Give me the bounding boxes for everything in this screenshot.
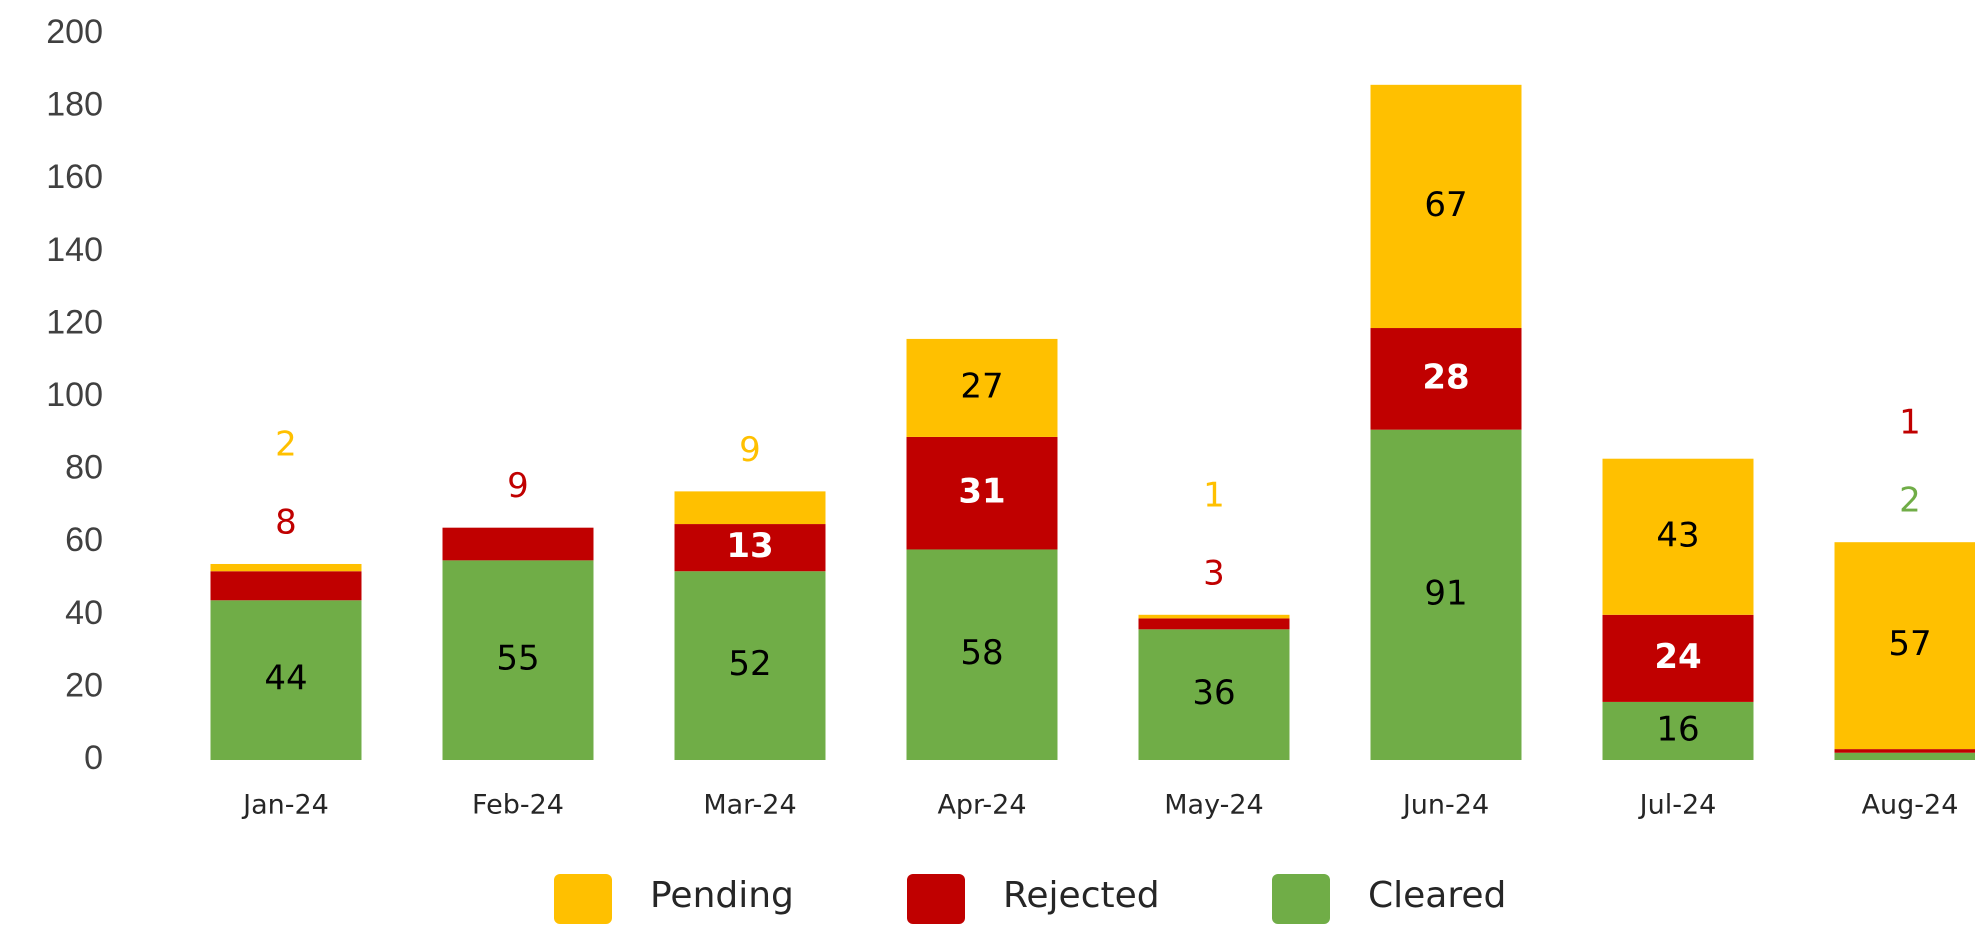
- bar-segment: [674, 524, 826, 572]
- data-label: 31: [958, 472, 1005, 512]
- bar-segment: [1138, 614, 1290, 619]
- x-tick-label: Aug-24: [1862, 790, 1959, 821]
- data-label: 91: [1424, 573, 1467, 613]
- data-label: 58: [960, 633, 1003, 673]
- y-tick-label: 160: [46, 158, 103, 196]
- x-tick-label: Apr-24: [937, 790, 1026, 821]
- data-label: 2: [275, 424, 297, 464]
- y-tick-label: 200: [46, 13, 103, 51]
- y-tick-label: 100: [46, 376, 103, 414]
- data-label: 27: [960, 366, 1003, 406]
- y-tick-label: 180: [46, 86, 103, 124]
- x-tick-label: Jun-24: [1401, 790, 1489, 821]
- y-tick-label: 0: [84, 739, 103, 777]
- y-tick-label: 60: [65, 521, 103, 559]
- data-label: 55: [496, 639, 539, 679]
- bar-segment: [906, 436, 1058, 550]
- bar-segment: [1370, 84, 1522, 329]
- data-label: 52: [728, 644, 771, 684]
- bar-segment: [1834, 542, 1975, 750]
- bar-segment: [1370, 429, 1522, 760]
- bar-segment: [1834, 749, 1975, 753]
- y-tick-label: 120: [46, 303, 103, 341]
- legend-label: Rejected: [1003, 875, 1160, 916]
- data-label: 1: [1203, 475, 1225, 515]
- data-label: 9: [507, 466, 529, 506]
- legend-label: Pending: [650, 875, 794, 916]
- bar-segment: [1602, 701, 1754, 760]
- data-label: 9: [739, 430, 761, 470]
- data-label: 13: [726, 526, 773, 566]
- bar-segment: [906, 338, 1058, 437]
- x-tick-label: Feb-24: [472, 790, 564, 821]
- bar-segment: [210, 600, 362, 760]
- bar-segment: [906, 549, 1058, 760]
- bar-segment: [674, 491, 826, 525]
- data-label: 8: [275, 502, 297, 542]
- bar-segment: [1602, 614, 1754, 702]
- x-tick-label: Jan-24: [241, 790, 329, 821]
- data-label: 2: [1899, 481, 1921, 521]
- bar-segment: [442, 560, 594, 760]
- data-label: 67: [1424, 185, 1467, 225]
- y-tick-label: 140: [46, 231, 103, 269]
- x-tick-label: Mar-24: [703, 790, 796, 821]
- bar-segment: [442, 527, 594, 561]
- data-label: 44: [264, 659, 307, 699]
- x-tick-label: May-24: [1164, 790, 1263, 821]
- bar-segment: [210, 571, 362, 601]
- data-label: 28: [1422, 357, 1469, 397]
- data-label: 36: [1192, 673, 1235, 713]
- bar-segment: [210, 563, 362, 572]
- y-tick-label: 80: [65, 449, 103, 487]
- y-tick-label: 20: [65, 666, 103, 704]
- x-tick-label: Jul-24: [1638, 790, 1717, 821]
- bar-segment: [674, 571, 826, 760]
- data-label: 57: [1888, 624, 1931, 664]
- y-tick-label: 40: [65, 594, 103, 632]
- bar-segment: [1138, 629, 1290, 760]
- legend-swatch: [907, 874, 965, 924]
- bar-segment: [1138, 618, 1290, 630]
- data-label: 1: [1899, 403, 1921, 443]
- legend-swatch: [1272, 874, 1330, 924]
- bar-segment: [1370, 328, 1522, 430]
- data-label: 3: [1203, 553, 1225, 593]
- bar-segment: [1602, 458, 1754, 615]
- legend-swatch: [554, 874, 612, 924]
- legend-label: Cleared: [1368, 875, 1506, 916]
- bar-segment: [1834, 752, 1975, 760]
- data-label: 16: [1656, 709, 1699, 749]
- data-label: 24: [1654, 637, 1701, 677]
- data-label: 43: [1656, 515, 1699, 555]
